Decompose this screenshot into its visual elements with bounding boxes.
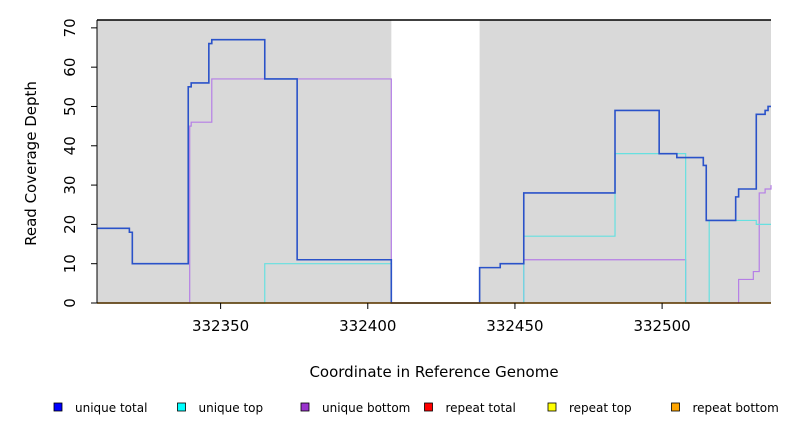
x-tick-label: 332400 — [339, 317, 396, 335]
y-tick-label: 60 — [61, 58, 79, 77]
legend-label-repeat-top: repeat top — [569, 401, 632, 415]
legend-swatch-repeat-bottom — [671, 402, 680, 412]
y-tick-label: 30 — [61, 176, 79, 195]
unshaded-region — [391, 20, 480, 303]
legend-swatch-unique-top — [177, 402, 186, 412]
x-tick-label: 332350 — [192, 317, 249, 335]
legend-label-unique-total: unique total — [75, 401, 147, 415]
legend: unique total unique top unique bottom repea… — [53, 401, 779, 415]
axis-layer: 332350 332400 332450 332500 0 10 20 30 40 50 60 70 — [61, 18, 771, 335]
series-unique-total — [97, 38, 771, 304]
y-axis-title: Read Coverage Depth — [22, 81, 40, 246]
x-tick-label: 332450 — [486, 317, 543, 335]
legend-swatch-repeat-top — [547, 402, 557, 412]
y-tick-label: 20 — [61, 215, 79, 234]
y-tick-label: 10 — [61, 254, 79, 273]
legend-label-unique-bottom: unique bottom — [322, 401, 410, 415]
y-tick-label: 50 — [61, 97, 79, 116]
x-axis-title: Coordinate in Reference Genome — [309, 363, 558, 381]
legend-swatch-unique-bottom — [300, 402, 310, 412]
y-tick-label: 0 — [61, 298, 79, 308]
legend-label-unique-top: unique top — [199, 401, 264, 415]
legend-label-repeat-bottom: repeat bottom — [693, 401, 779, 415]
legend-swatch-unique-total — [53, 402, 63, 412]
legend-label-repeat-total: repeat total — [446, 401, 516, 415]
legend-swatch-repeat-total — [424, 402, 433, 412]
y-tick-label: 40 — [61, 136, 79, 155]
x-tick-label: 332500 — [633, 317, 690, 335]
y-tick-label: 70 — [61, 18, 79, 37]
